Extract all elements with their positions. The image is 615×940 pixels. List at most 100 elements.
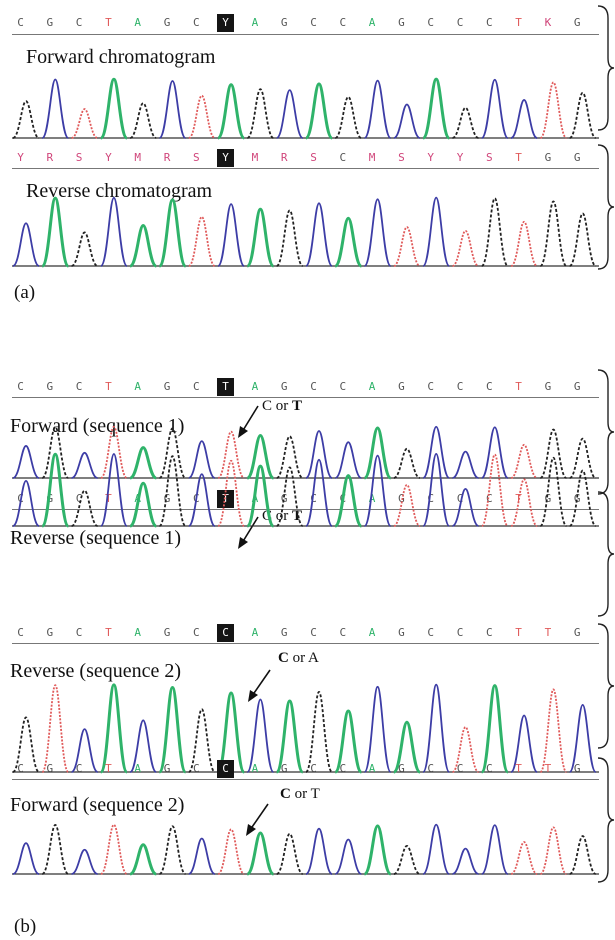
trace-peak bbox=[40, 196, 70, 268]
trace-peak bbox=[71, 489, 99, 527]
base-call: K bbox=[544, 16, 552, 29]
base-call: G bbox=[280, 380, 288, 393]
base-call: C bbox=[485, 762, 493, 775]
base-call: A bbox=[251, 16, 259, 29]
base-call: T bbox=[105, 380, 112, 393]
trace-peak bbox=[569, 835, 597, 875]
right-brace bbox=[597, 491, 615, 617]
trace-peak bbox=[275, 435, 304, 479]
sequence-separator bbox=[12, 509, 599, 510]
trace-peak bbox=[510, 443, 538, 479]
trace-peak bbox=[246, 88, 275, 139]
trace-peak bbox=[539, 200, 568, 267]
base-call: A bbox=[134, 762, 141, 775]
annotation-suffix: or T bbox=[290, 786, 320, 802]
base-annotation: C or A bbox=[278, 650, 319, 667]
base-call: G bbox=[544, 492, 552, 505]
base-call: S bbox=[192, 151, 200, 164]
base-call: A bbox=[251, 762, 259, 775]
base-call: C bbox=[310, 626, 317, 639]
trace-peak bbox=[275, 832, 304, 875]
trace-peak bbox=[129, 102, 157, 139]
base-call: G bbox=[163, 762, 171, 775]
trace-peak bbox=[187, 473, 216, 527]
base-call: G bbox=[46, 762, 54, 775]
base-call: C bbox=[75, 380, 83, 393]
trace-peak bbox=[275, 699, 305, 774]
trace-peak bbox=[129, 446, 157, 480]
trace-peak bbox=[245, 831, 275, 876]
base-call: T bbox=[544, 762, 552, 775]
base-call: C bbox=[339, 626, 347, 639]
trace-peak bbox=[363, 454, 392, 527]
trace-peak bbox=[275, 209, 304, 267]
trace-peak bbox=[510, 99, 538, 139]
base-call: A bbox=[251, 626, 259, 639]
base-call: C bbox=[485, 492, 493, 505]
trace-peak bbox=[422, 196, 451, 267]
annotation-bold: T bbox=[292, 398, 303, 414]
base-call: C bbox=[456, 492, 464, 505]
base-call: C bbox=[427, 16, 434, 29]
base-call: C bbox=[456, 380, 464, 393]
base-annotation: C or T bbox=[280, 786, 320, 803]
base-call: S bbox=[485, 151, 493, 164]
base-call: C bbox=[75, 626, 83, 639]
trace-peak bbox=[305, 690, 333, 773]
right-brace bbox=[597, 5, 615, 131]
base-call: T bbox=[217, 378, 235, 396]
base-call: T bbox=[515, 16, 522, 29]
base-call: S bbox=[310, 151, 317, 164]
trace-peak bbox=[129, 843, 157, 876]
trace-peak bbox=[305, 430, 333, 479]
base-call: Y bbox=[427, 151, 434, 164]
trace-peak bbox=[71, 231, 99, 267]
trace-peak bbox=[40, 452, 70, 528]
base-call: C bbox=[192, 762, 200, 775]
trace-peak bbox=[100, 453, 128, 527]
trace-peak bbox=[451, 488, 480, 527]
base-call: G bbox=[544, 151, 552, 164]
base-call: C bbox=[75, 762, 83, 775]
trace-peak bbox=[158, 685, 187, 774]
trace-peak bbox=[334, 441, 362, 479]
trace-peak bbox=[217, 203, 245, 267]
base-call: C bbox=[75, 492, 83, 505]
trace-peak bbox=[99, 683, 129, 774]
right-brace bbox=[597, 369, 615, 495]
base-call: C bbox=[339, 380, 347, 393]
base-call: C bbox=[456, 626, 464, 639]
sequence-separator bbox=[12, 779, 599, 780]
base-call: C bbox=[217, 760, 235, 778]
annotation-prefix: C or bbox=[262, 398, 292, 414]
base-call: T bbox=[515, 762, 522, 775]
base-call: T bbox=[105, 16, 112, 29]
trace-peak bbox=[158, 80, 187, 139]
base-call: Y bbox=[105, 151, 112, 164]
track-label: Forward (sequence 1) bbox=[10, 415, 185, 437]
trace-peak bbox=[363, 79, 392, 139]
trace-peak bbox=[41, 684, 70, 773]
base-call: S bbox=[398, 151, 405, 164]
base-call: R bbox=[163, 151, 171, 164]
base-call: G bbox=[573, 380, 581, 393]
trace-peak bbox=[71, 451, 98, 479]
base-call: G bbox=[280, 626, 288, 639]
base-call: G bbox=[398, 626, 405, 639]
base-call: R bbox=[46, 151, 54, 164]
trace-peak bbox=[539, 826, 568, 875]
base-call: G bbox=[280, 762, 288, 775]
base-call: A bbox=[368, 492, 376, 505]
trace-peak bbox=[334, 838, 362, 875]
trace-peak bbox=[393, 226, 421, 267]
base-call: C bbox=[339, 16, 347, 29]
base-call: A bbox=[368, 16, 376, 29]
trace-peak bbox=[480, 426, 509, 479]
base-call: C bbox=[192, 380, 200, 393]
trace-peak bbox=[245, 464, 275, 528]
base-call: T bbox=[544, 626, 552, 639]
base-call: A bbox=[134, 626, 141, 639]
trace-peak bbox=[539, 688, 568, 773]
trace-peak bbox=[568, 437, 597, 479]
